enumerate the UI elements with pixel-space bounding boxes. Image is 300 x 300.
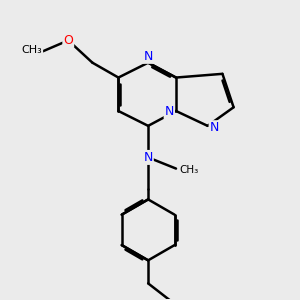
Text: N: N xyxy=(143,50,153,63)
Text: N: N xyxy=(165,105,174,118)
Text: CH₃: CH₃ xyxy=(179,165,199,176)
Text: O: O xyxy=(63,34,73,47)
Text: N: N xyxy=(210,121,219,134)
Text: CH₃: CH₃ xyxy=(22,45,42,55)
Text: N: N xyxy=(143,151,153,164)
